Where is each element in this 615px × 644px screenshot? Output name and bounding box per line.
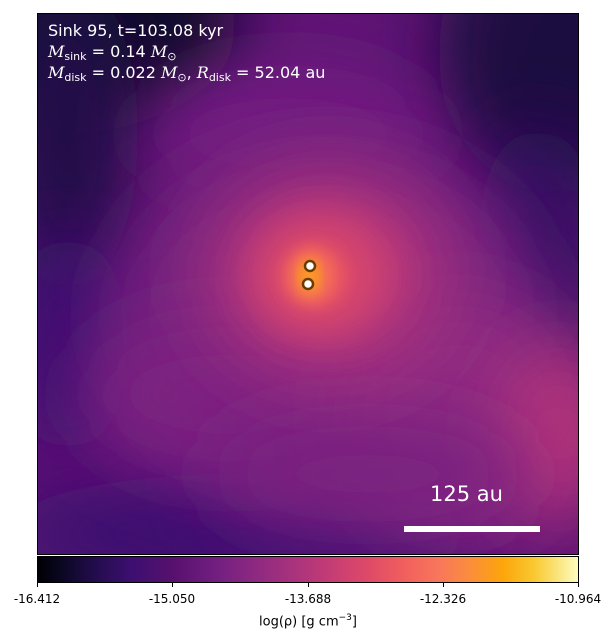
sink-particle-marker	[303, 259, 317, 273]
sink-mass-label: Msink = 0.14 M⊙	[48, 42, 177, 63]
colorbar-tick-label: -13.688	[284, 592, 332, 606]
scale-bar-label: 125 au	[430, 482, 503, 506]
colorbar-tick	[172, 583, 173, 587]
colorbar-tick	[578, 583, 579, 587]
colorbar	[37, 556, 579, 583]
scale-bar	[404, 526, 540, 532]
colorbar-label: log(ρ) [g cm−3]	[259, 613, 357, 630]
density-projection-image: Sink 95, t=103.08 kyr Msink = 0.14 M⊙ Md…	[37, 13, 579, 555]
colorbar-tick	[308, 583, 309, 587]
colorbar-tick-label: -15.050	[148, 592, 196, 606]
colorbar-tick	[443, 583, 444, 587]
disk-properties-label: Mdisk = 0.022 M⊙, Rdisk = 52.04 au	[48, 63, 326, 84]
sink-particle-marker	[301, 277, 315, 291]
density-map	[38, 14, 578, 554]
colorbar-tick-label: -12.326	[419, 592, 467, 606]
colorbar-tick	[37, 583, 38, 587]
colorbar-tick-label: -16.412	[13, 592, 61, 606]
sink-time-label: Sink 95, t=103.08 kyr	[48, 21, 224, 40]
colorbar-tick-label: -10.964	[554, 592, 602, 606]
